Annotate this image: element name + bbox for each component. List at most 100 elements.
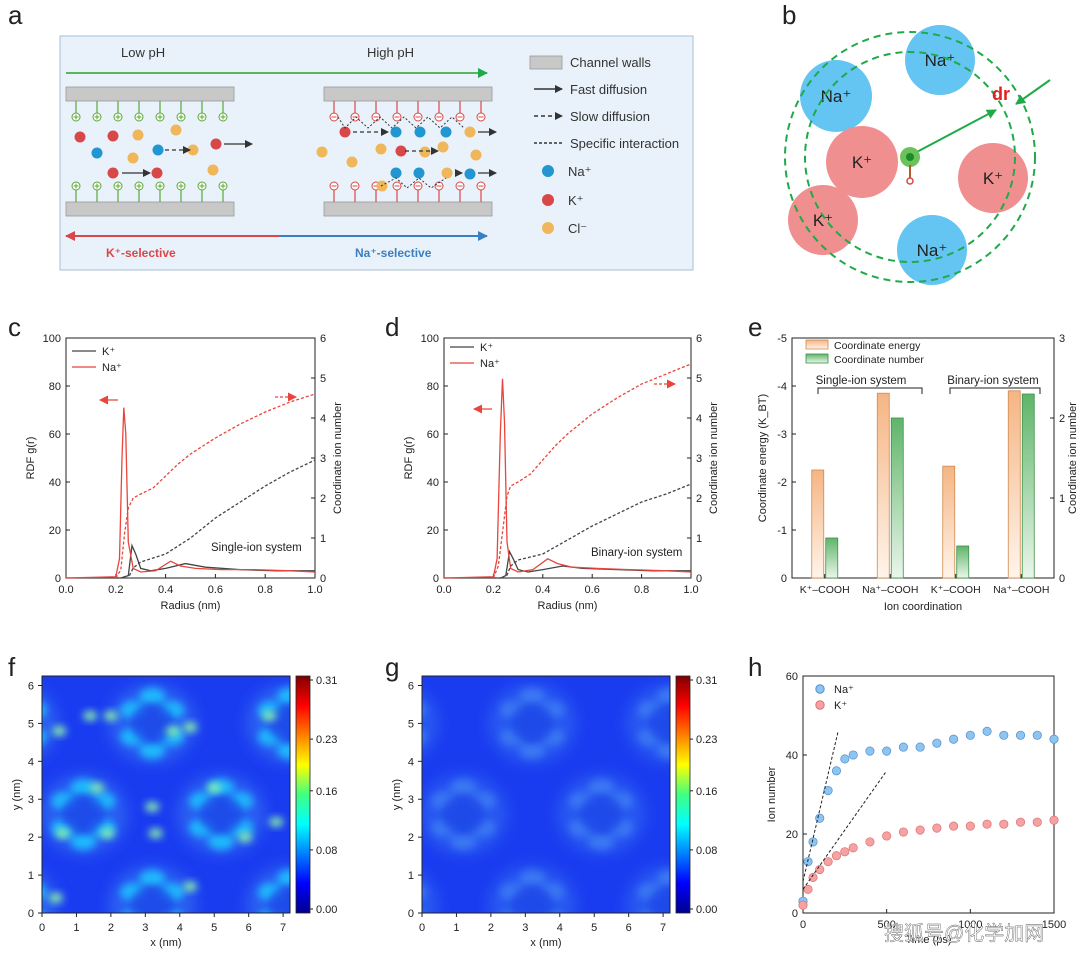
ion-cl <box>419 146 431 158</box>
x-axis-label: Radius (nm) <box>161 600 221 612</box>
density-spot <box>381 741 407 759</box>
ion-cl <box>207 164 219 176</box>
data-point-na <box>840 754 850 764</box>
density-hotspot <box>207 782 222 793</box>
panel-e: e 0 -1 -2 -3 -4 -5 0 1 2 3 Coordinate energy (K_BT)… <box>748 312 1079 613</box>
density-spot <box>70 831 97 850</box>
density-region <box>42 692 59 755</box>
data-point-k <box>865 837 875 847</box>
density-region <box>42 874 59 913</box>
y2-tick-label: 1 <box>1059 493 1065 505</box>
group-bracket-single <box>817 387 923 394</box>
density-region <box>422 692 439 755</box>
x-tick-label: 0.6 <box>585 584 600 596</box>
density-core <box>199 794 244 835</box>
y2-tick-label: 0 <box>696 573 702 585</box>
x-tick-label: 7 <box>280 922 286 934</box>
channel-ions <box>74 116 497 192</box>
colorbar-tick-label: 0.31 <box>316 675 337 687</box>
plot-frame <box>791 337 1055 579</box>
channel-wall-high-top <box>323 86 493 102</box>
plot-frame <box>443 337 692 579</box>
y-tick-label: 3 <box>408 794 414 806</box>
ion-cl <box>127 152 139 164</box>
density-hotspot <box>238 832 253 843</box>
panel-c: c0.0 0.2 0.4 0.6 0.8 1.00204060801000123456Ra… <box>8 312 344 612</box>
ion-na <box>414 126 426 138</box>
density-spot <box>277 740 290 759</box>
ion-na <box>390 126 402 138</box>
density-spot <box>657 687 670 706</box>
y-tick-label: -5 <box>777 333 787 345</box>
x-tick-label: 6 <box>626 922 632 934</box>
surface-charges <box>71 101 486 202</box>
density-spot <box>657 869 670 888</box>
y2-tick-label: 1 <box>320 533 326 545</box>
ion-sphere-k-1 <box>826 126 898 198</box>
legend-slow-diffusion: Slow diffusion <box>570 109 650 124</box>
data-point-na <box>865 746 875 756</box>
y-tick-label: 0 <box>792 908 798 920</box>
y-tick-label: 100 <box>43 333 61 345</box>
density-spot <box>0 910 9 928</box>
x-tick-label: K⁺–COOH <box>800 584 850 596</box>
x-axis-label: Ion coordination <box>884 601 962 613</box>
x-tick-label: 5 <box>211 922 217 934</box>
annotation: Single-ion system <box>211 542 302 554</box>
y2-tick-label: 3 <box>320 453 326 465</box>
density-hotspot <box>145 801 160 812</box>
y-tick-label: 0 <box>55 573 61 585</box>
density-spot <box>70 778 97 797</box>
y-tick-label: 0 <box>28 908 34 920</box>
density-spot <box>588 831 615 850</box>
density-spot <box>363 883 389 901</box>
series-line-4 <box>115 393 316 579</box>
fit-line-k <box>802 770 888 890</box>
x-tick-label: 0.4 <box>158 584 173 596</box>
density-core <box>510 703 555 744</box>
plus-sign <box>136 183 142 189</box>
density-spot <box>277 869 290 888</box>
x-tick-label: 0.8 <box>258 584 273 596</box>
y-tick-label: 0 <box>781 573 787 585</box>
density-hotspot <box>48 892 63 903</box>
data-point-na <box>1015 730 1026 740</box>
data-point-na <box>982 726 992 736</box>
x-tick-label: Na⁺–COOH <box>862 584 918 596</box>
plus-sign <box>115 114 121 120</box>
x-axis-label: Radius (nm) <box>538 600 598 612</box>
group-binary: Binary-ion system <box>947 375 1038 387</box>
ion-sphere-k-3 <box>788 185 858 255</box>
density-spot <box>363 910 389 928</box>
density-core <box>579 794 624 835</box>
x-tick-label: 1 <box>453 922 459 934</box>
ion-na <box>91 147 103 159</box>
density-hotspot <box>183 881 198 892</box>
density-hotspot <box>103 710 118 721</box>
x-tick-label: 1.0 <box>683 584 698 596</box>
y-tick-label: 1 <box>28 870 34 882</box>
k-selective-label: K⁺-selective <box>106 246 176 260</box>
density-spot <box>363 701 389 719</box>
density-spot <box>519 687 546 706</box>
data-point-k <box>798 900 808 910</box>
plus-sign <box>199 183 205 189</box>
legend-na: Na⁺ <box>480 358 500 370</box>
legend-cl-dot <box>542 222 554 234</box>
density-core <box>441 794 486 835</box>
x-tick-label: 5 <box>591 922 597 934</box>
density-spot <box>1 923 27 941</box>
density-spot <box>422 703 427 717</box>
panel-a-background <box>59 35 694 271</box>
dr-arrow <box>1015 79 1051 105</box>
ion-cl <box>470 149 482 161</box>
density-spot <box>0 883 9 901</box>
legend-wall-swatch <box>529 55 563 70</box>
plot-frame <box>421 675 671 914</box>
legend-cl: Cl⁻ <box>568 221 587 236</box>
data-point-k <box>840 847 850 857</box>
bar-number <box>890 417 904 579</box>
y-axis-label: RDF g(r) <box>25 437 37 480</box>
plus-sign <box>115 183 121 189</box>
bar-energy <box>942 465 956 579</box>
